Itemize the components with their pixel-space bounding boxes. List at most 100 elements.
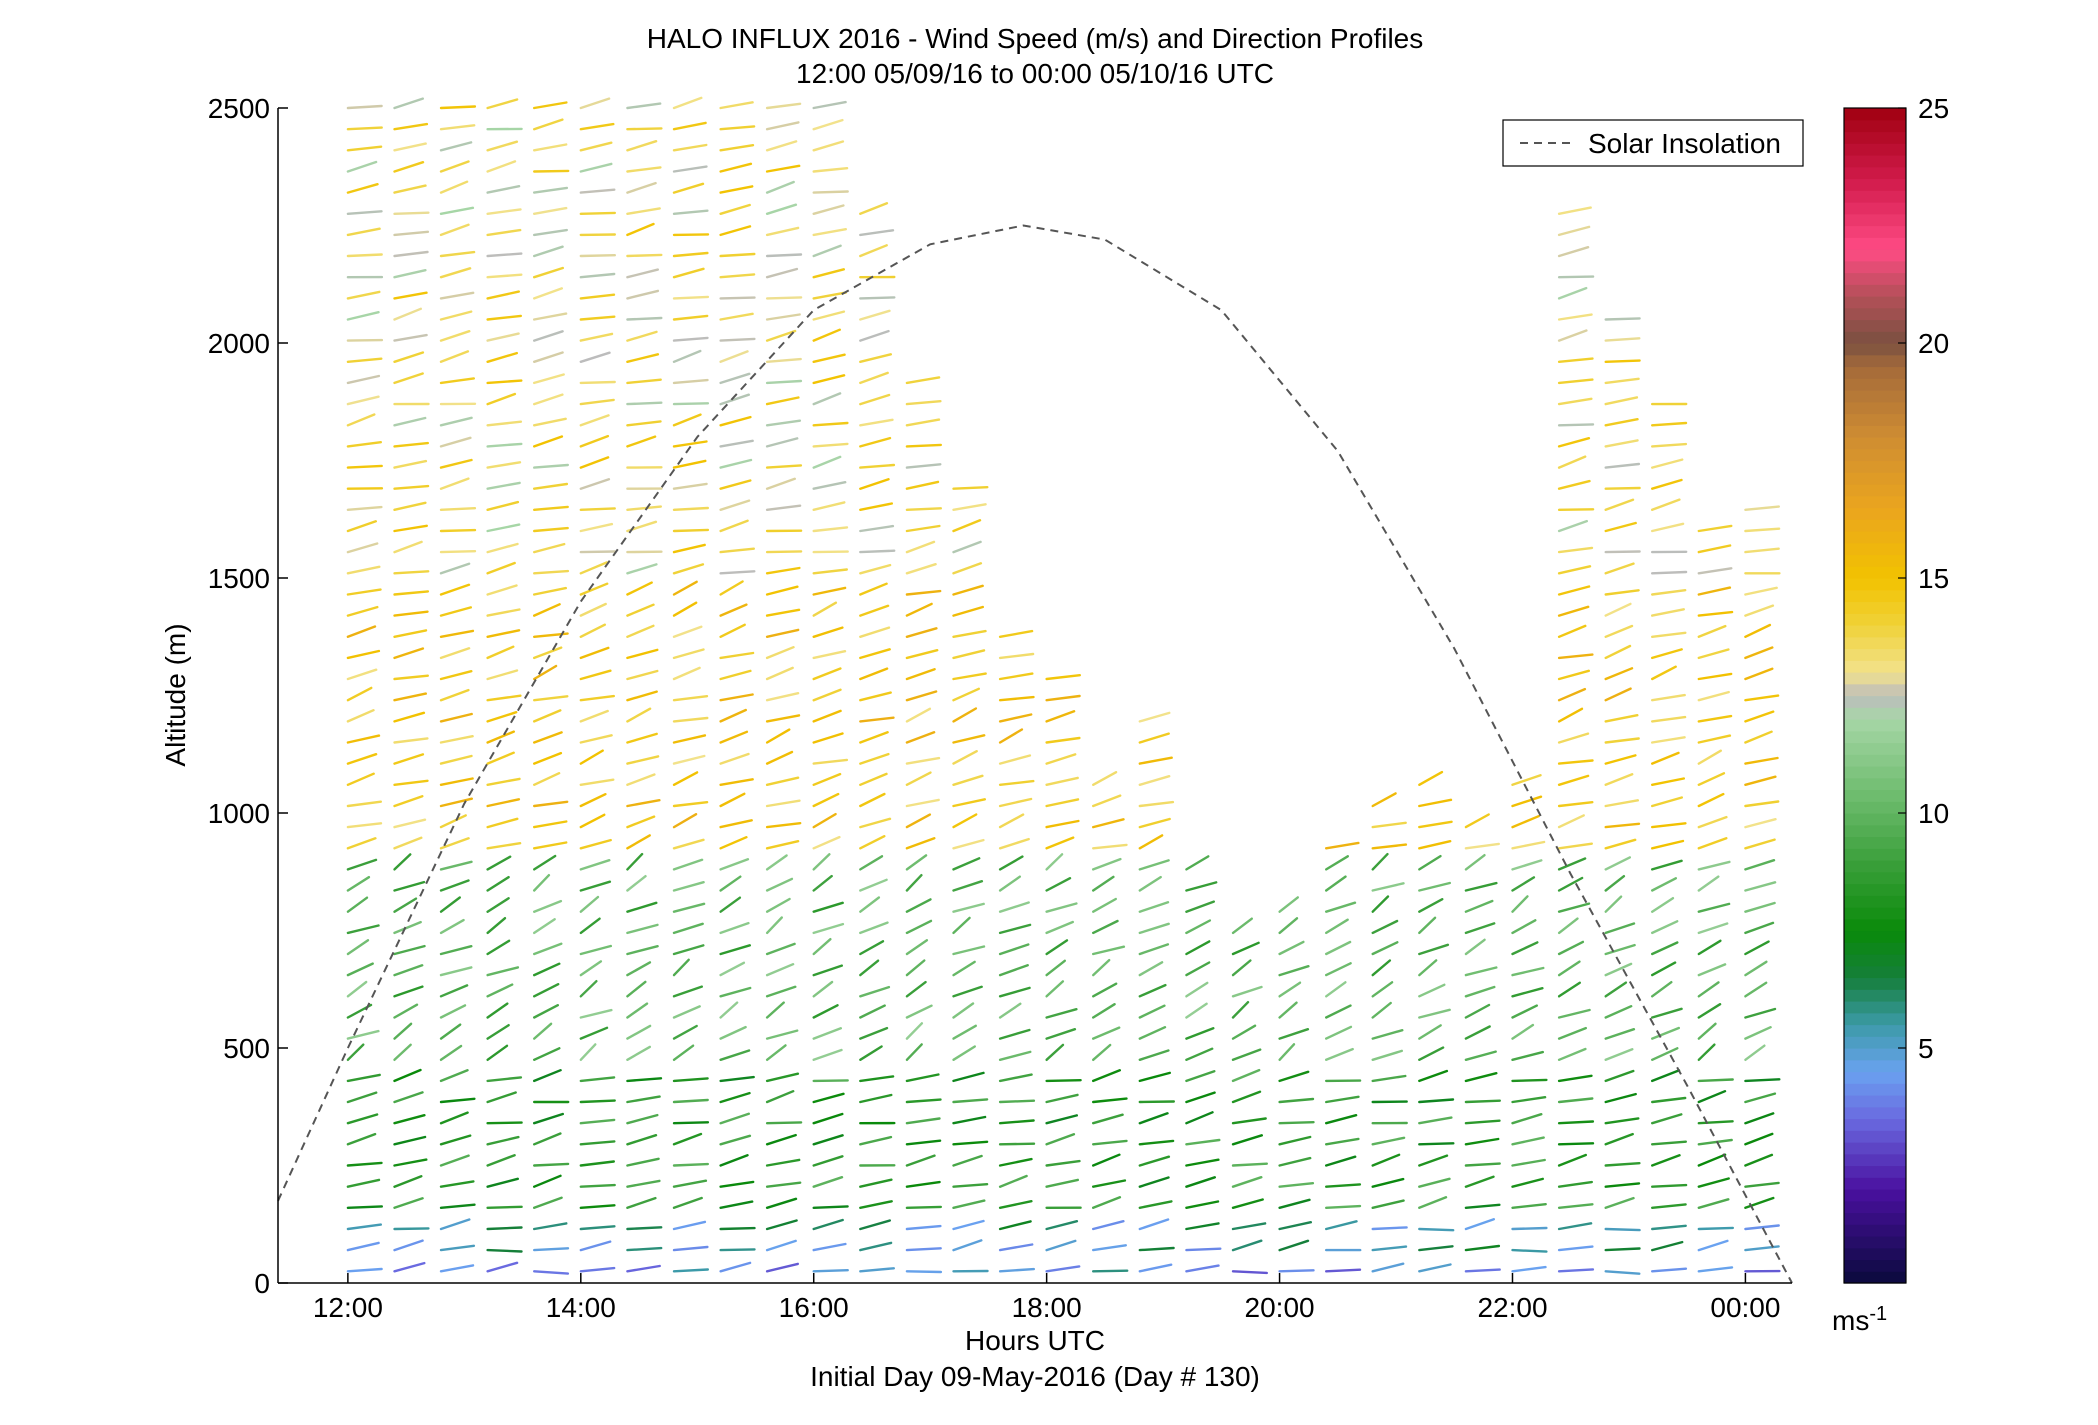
wind-barb [812,964,843,977]
wind-barb [1371,1074,1407,1083]
wind-barb [626,603,655,617]
wind-barb [393,416,427,427]
wind-barb [1185,940,1211,956]
wind-barb [393,964,424,977]
wind-barb [1091,857,1122,871]
colorbar-segment [1844,965,1906,979]
wind-barb [626,980,647,998]
wind-barb [346,625,377,638]
wind-barb [1045,1239,1077,1252]
wind-barb [579,1076,616,1083]
wind-barb [1464,1244,1501,1252]
wind-barb [1650,1026,1681,1040]
wind-barb [1604,856,1632,871]
wind-barb [626,707,652,723]
wind-barb [1604,773,1634,786]
wind-barb [719,580,744,596]
wind-barb [952,985,983,998]
wind-barb [672,482,708,490]
wind-barb [1650,631,1687,638]
wind-barb [1744,1112,1775,1125]
wind-barb [393,1113,426,1125]
wind-barb [533,731,563,744]
wind-barb [765,1158,801,1167]
wind-barb [1650,1047,1679,1062]
wind-barb [719,162,753,173]
wind-barb [1278,981,1302,998]
wind-barb [626,207,661,216]
wind-barb [719,778,754,786]
wind-barb [1650,1007,1683,1019]
wind-barb [1464,1025,1491,1040]
wind-barb [765,897,791,913]
wind-barb [439,1244,476,1252]
wind-barb [626,1196,657,1210]
wind-barb [1604,1092,1637,1104]
wind-barb [765,396,800,406]
wind-barb [1744,694,1780,702]
wind-barb [1324,940,1352,956]
wind-barb [1557,397,1593,406]
wind-barb [1091,1069,1122,1083]
wind-barb [1697,837,1728,850]
wind-barb [439,777,474,786]
wind-barb [905,813,932,829]
colorbar-segment [1844,1012,1906,1026]
wind-barb [952,1071,985,1083]
wind-barb [1744,775,1777,786]
wind-barb [672,944,705,956]
wind-barb [1697,624,1727,638]
wind-barb [1511,1095,1547,1104]
wind-barb [533,695,569,702]
wind-barb [859,244,888,258]
wind-barb [1278,1001,1298,1019]
wind-barb [1278,1043,1296,1062]
wind-barb [1697,792,1725,808]
wind-barb [1278,940,1305,956]
wind-barb [439,1134,472,1146]
wind-barb [346,160,378,173]
wind-barb [905,602,933,617]
colorbar-segment [1844,1224,1906,1237]
wind-barb [1231,941,1260,956]
wind-barb [905,1154,936,1167]
wind-barb [952,960,976,977]
wind-barb [672,734,707,744]
wind-barb [859,296,896,300]
wind-barb [1604,589,1640,596]
wind-barb [1650,478,1683,490]
wind-barb [393,920,422,935]
wind-barb [626,166,662,173]
wind-barb [998,813,1025,829]
wind-barb [1650,1203,1687,1210]
wind-barb [1604,943,1636,956]
wind-barb [1744,730,1773,744]
wind-barb [486,1002,509,1019]
wind-barb [1418,959,1438,977]
wind-barb [812,1027,842,1040]
wind-barb [346,858,378,871]
wind-barb [672,378,709,385]
wind-barb [346,227,381,237]
wind-barb [1604,1047,1634,1062]
wind-barb [1231,1068,1261,1083]
wind-barb [812,812,837,829]
wind-barb [765,1133,797,1146]
wind-barb [1418,1116,1453,1125]
wind-barb [579,694,615,702]
wind-barb [393,291,428,300]
colorbar-segment [1844,1189,1906,1202]
wind-barb [1557,1047,1587,1062]
wind-barb [1650,458,1684,469]
wind-barb [1604,562,1635,575]
wind-barb [533,983,560,998]
colorbar-segment [1844,907,1906,920]
wind-barb [439,984,469,998]
wind-barb [905,443,942,448]
wind-barb [1604,1132,1634,1146]
wind-barb [812,1048,843,1062]
wind-barb [626,1095,661,1104]
wind-barb [1650,1096,1687,1104]
wind-barb [1138,1218,1170,1231]
wind-barb [672,1044,695,1062]
